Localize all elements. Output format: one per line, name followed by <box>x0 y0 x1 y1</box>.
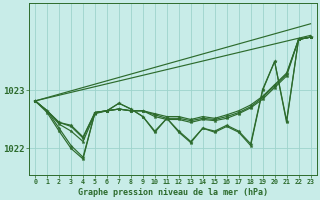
X-axis label: Graphe pression niveau de la mer (hPa): Graphe pression niveau de la mer (hPa) <box>78 188 268 197</box>
